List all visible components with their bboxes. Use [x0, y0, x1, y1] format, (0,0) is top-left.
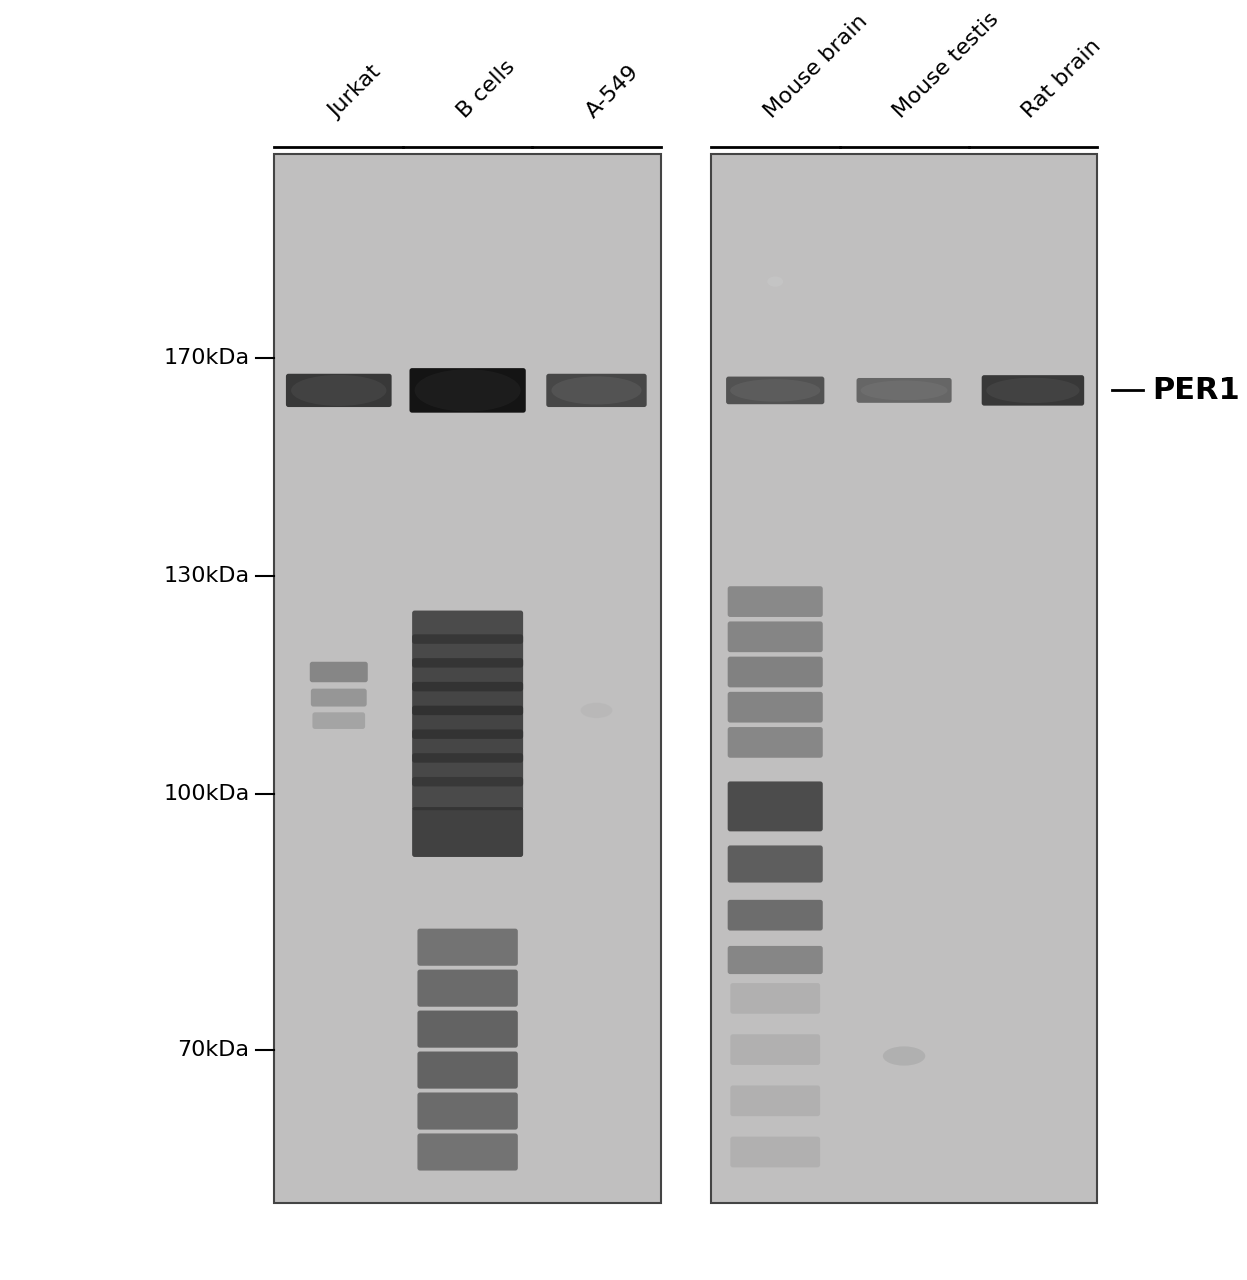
- FancyBboxPatch shape: [728, 586, 823, 617]
- Ellipse shape: [767, 276, 783, 287]
- FancyBboxPatch shape: [981, 375, 1084, 406]
- Ellipse shape: [551, 376, 641, 404]
- FancyBboxPatch shape: [311, 689, 367, 707]
- FancyBboxPatch shape: [728, 691, 823, 722]
- FancyBboxPatch shape: [731, 1137, 821, 1167]
- FancyBboxPatch shape: [546, 374, 647, 407]
- Ellipse shape: [581, 703, 612, 718]
- FancyBboxPatch shape: [286, 374, 392, 407]
- Text: Rat brain: Rat brain: [1019, 36, 1105, 122]
- FancyBboxPatch shape: [418, 1134, 518, 1170]
- Ellipse shape: [986, 378, 1080, 403]
- FancyBboxPatch shape: [731, 1034, 821, 1065]
- FancyBboxPatch shape: [412, 682, 524, 716]
- FancyBboxPatch shape: [731, 1085, 821, 1116]
- Ellipse shape: [860, 380, 948, 401]
- FancyBboxPatch shape: [728, 946, 823, 974]
- Text: A-549: A-549: [582, 61, 642, 122]
- Text: B cells: B cells: [454, 56, 519, 122]
- Text: Mouse brain: Mouse brain: [761, 10, 872, 122]
- FancyBboxPatch shape: [412, 808, 524, 858]
- Text: 100kDa: 100kDa: [163, 783, 249, 804]
- FancyBboxPatch shape: [313, 712, 365, 730]
- Text: 130kDa: 130kDa: [163, 566, 249, 586]
- FancyBboxPatch shape: [418, 929, 518, 965]
- Ellipse shape: [731, 379, 821, 402]
- FancyBboxPatch shape: [728, 621, 823, 652]
- FancyBboxPatch shape: [418, 970, 518, 1006]
- Ellipse shape: [291, 375, 387, 406]
- Ellipse shape: [883, 1047, 925, 1065]
- FancyBboxPatch shape: [728, 657, 823, 687]
- FancyBboxPatch shape: [412, 705, 524, 739]
- Text: 170kDa: 170kDa: [163, 348, 249, 369]
- FancyBboxPatch shape: [412, 635, 524, 668]
- FancyBboxPatch shape: [412, 777, 524, 810]
- FancyBboxPatch shape: [728, 781, 823, 832]
- Text: Jurkat: Jurkat: [324, 61, 384, 122]
- FancyBboxPatch shape: [728, 727, 823, 758]
- FancyBboxPatch shape: [412, 658, 524, 691]
- FancyBboxPatch shape: [309, 662, 368, 682]
- FancyBboxPatch shape: [412, 611, 524, 644]
- FancyBboxPatch shape: [726, 376, 824, 404]
- Ellipse shape: [414, 369, 520, 412]
- Text: 70kDa: 70kDa: [177, 1039, 249, 1060]
- FancyBboxPatch shape: [728, 845, 823, 883]
- FancyBboxPatch shape: [418, 1092, 518, 1129]
- FancyBboxPatch shape: [418, 1052, 518, 1088]
- FancyBboxPatch shape: [412, 730, 524, 763]
- FancyBboxPatch shape: [731, 983, 821, 1014]
- FancyBboxPatch shape: [412, 753, 524, 786]
- FancyBboxPatch shape: [728, 900, 823, 931]
- FancyBboxPatch shape: [418, 1011, 518, 1047]
- FancyBboxPatch shape: [409, 369, 526, 412]
- Text: PER1: PER1: [1152, 376, 1240, 404]
- FancyBboxPatch shape: [711, 154, 1097, 1203]
- Text: Mouse testis: Mouse testis: [890, 9, 1003, 122]
- FancyBboxPatch shape: [857, 378, 951, 403]
- FancyBboxPatch shape: [274, 154, 661, 1203]
